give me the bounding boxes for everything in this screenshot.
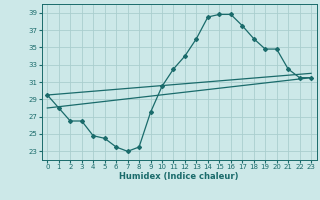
X-axis label: Humidex (Indice chaleur): Humidex (Indice chaleur) [119, 172, 239, 181]
